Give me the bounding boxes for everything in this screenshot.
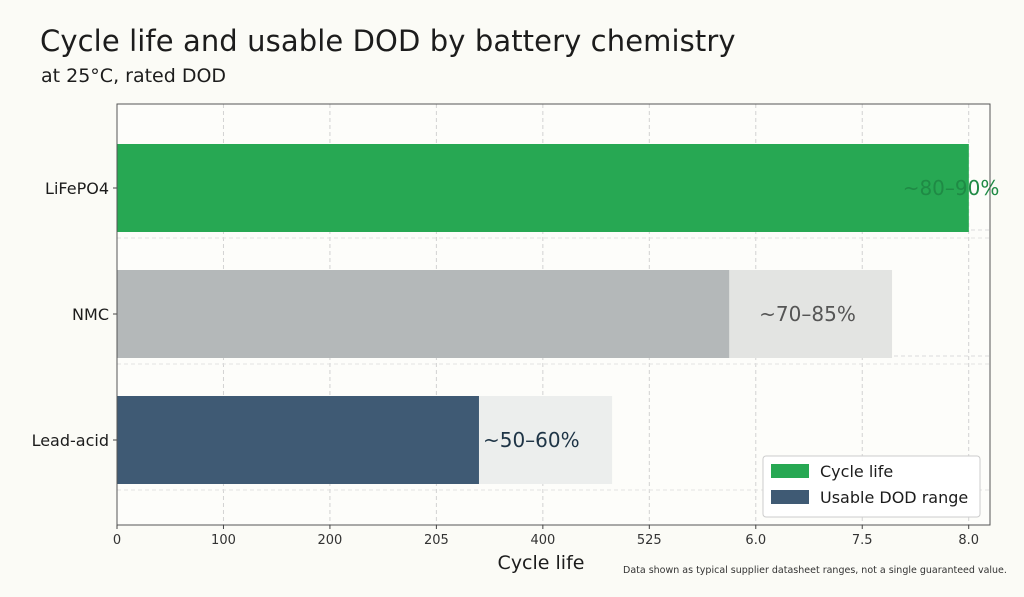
cycle-life-bar-0 [117, 144, 969, 232]
legend-swatch-0 [771, 464, 809, 478]
x-tick-label-1: 100 [211, 533, 236, 548]
x-tick-label-2: 200 [318, 533, 343, 548]
x-tick-label-7: 7.5 [852, 533, 873, 548]
legend-box [762, 455, 981, 518]
x-tick-label-4: 400 [530, 533, 555, 548]
plot-frame [116, 103, 991, 526]
legend-label-0: Cycle life [820, 462, 893, 481]
x-tick-label-0: 0 [113, 533, 121, 548]
x-tick-label-5: 525 [637, 533, 662, 548]
footnote: Data shown as typical supplier datasheet… [623, 565, 1007, 576]
cycle-life-bar-2 [117, 396, 479, 484]
cycle-life-bar-1 [117, 270, 730, 358]
data-label-2: ~50–60% [483, 428, 580, 452]
legend-swatch-1 [771, 490, 809, 504]
x-tick-label-6: 6.0 [745, 533, 766, 548]
x-tick-label-8: 8.0 [958, 533, 979, 548]
y-tick-label-2: Lead-acid [32, 431, 109, 450]
y-tick-label-0: LiFePO4 [45, 179, 109, 198]
legend-label-1: Usable DOD range [820, 488, 968, 507]
chart-title: Cycle life and usable DOD by battery che… [40, 24, 736, 58]
data-label-1: ~70–85% [759, 302, 856, 326]
x-axis-label: Cycle life [498, 552, 585, 574]
y-tick-label-1: NMC [72, 305, 109, 324]
data-label-0: ~80–90% [903, 176, 1000, 200]
x-tick-label-3: 205 [424, 533, 449, 548]
chart-subtitle: at 25°C, rated DOD [41, 65, 227, 87]
